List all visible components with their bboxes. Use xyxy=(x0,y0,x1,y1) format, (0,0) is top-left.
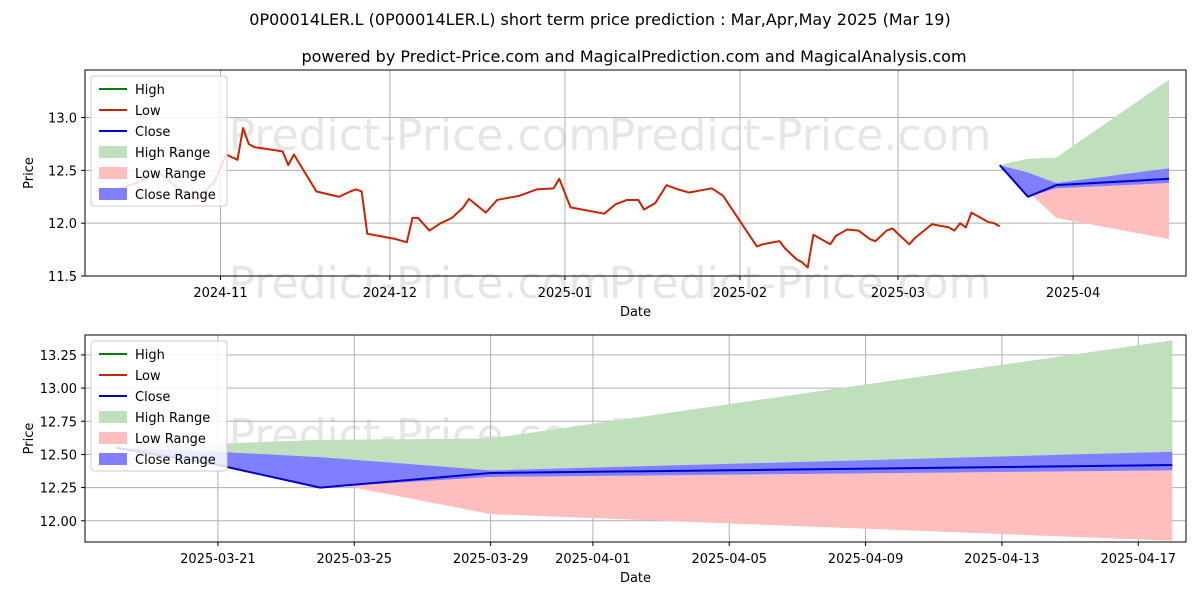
legend-swatch-patch xyxy=(99,432,127,444)
x-tick-label: 2025-01 xyxy=(538,286,592,301)
y-tick-label: 13.25 xyxy=(40,349,77,364)
low-range-band xyxy=(115,447,1173,541)
close-range-band xyxy=(115,447,1173,488)
watermark-text: Predict-Price.com xyxy=(229,110,612,161)
legend-swatch-patch xyxy=(99,453,127,465)
y-tick-label: 11.5 xyxy=(48,270,77,285)
legend-swatch-patch xyxy=(99,146,127,158)
close-range-band xyxy=(999,165,1170,197)
plot-frame xyxy=(84,334,1187,543)
legend-label: High xyxy=(135,348,165,363)
high-range-band xyxy=(115,340,1173,471)
legend-label: Low xyxy=(135,104,161,119)
x-tick-label: 2025-04-01 xyxy=(555,552,631,567)
y-axis-label: Price xyxy=(22,157,37,189)
x-axis-label: Date xyxy=(620,305,651,320)
x-tick-label: 2025-04-17 xyxy=(1100,552,1176,567)
chart-title: 0P00014LER.L (0P00014LER.L) short term p… xyxy=(249,10,950,29)
panel-1: Predict-Price.comPredict-Price.comPredic… xyxy=(22,69,1187,320)
x-axis-label: Date xyxy=(620,571,651,586)
legend-label: Close Range xyxy=(135,453,216,468)
legend-swatch-patch xyxy=(99,188,127,200)
watermark-text: Predict-Price.com xyxy=(609,258,992,309)
x-tick-label: 2025-03-21 xyxy=(180,552,256,567)
y-axis-label: Price xyxy=(22,423,37,455)
y-tick-label: 12.50 xyxy=(40,448,77,463)
close-series-line xyxy=(998,164,1170,198)
y-tick-label: 13.0 xyxy=(48,112,77,127)
x-tick-label: 2025-04 xyxy=(1046,286,1100,301)
y-tick-label: 13.00 xyxy=(40,382,77,397)
watermark-text: Predict-Price.com xyxy=(609,110,992,161)
y-tick-label: 12.5 xyxy=(48,164,77,179)
x-tick-label: 2025-04-09 xyxy=(828,552,904,567)
x-tick-label: 2025-04-13 xyxy=(964,552,1040,567)
legend-swatch-patch xyxy=(99,167,127,179)
low-series-line xyxy=(96,127,1001,269)
legend-label: Low xyxy=(135,369,161,384)
legend-label: High xyxy=(135,83,165,98)
x-tick-label: 2025-02 xyxy=(713,286,767,301)
legend-swatch-patch xyxy=(99,411,127,423)
legend-label: High Range xyxy=(135,146,210,161)
legend-label: Close xyxy=(135,390,170,405)
panel-2: Predict-Price.comPredict-Price.com2025-0… xyxy=(22,334,1187,586)
x-tick-label: 2025-03-29 xyxy=(453,552,529,567)
legend-label: Low Range xyxy=(135,432,206,447)
legend-label: High Range xyxy=(135,411,210,426)
x-tick-label: 2025-03 xyxy=(871,286,925,301)
watermark-text: Predict-Price.com xyxy=(229,258,612,309)
chart-subtitle: powered by Predict-Price.com and Magical… xyxy=(301,47,966,66)
low-range-band xyxy=(999,165,1170,240)
x-tick-label: 2024-12 xyxy=(363,286,417,301)
y-tick-label: 12.25 xyxy=(40,482,77,497)
x-tick-label: 2025-03-25 xyxy=(317,552,393,567)
x-tick-label: 2024-11 xyxy=(193,286,247,301)
y-tick-label: 12.75 xyxy=(40,415,77,430)
legend-label: Low Range xyxy=(135,167,206,182)
plot-frame xyxy=(84,69,1187,277)
legend-label: Close Range xyxy=(135,188,216,203)
y-tick-label: 12.0 xyxy=(48,217,77,232)
y-tick-label: 12.00 xyxy=(40,515,77,530)
x-tick-label: 2025-04-05 xyxy=(691,552,767,567)
legend-label: Close xyxy=(135,125,170,140)
high-range-band xyxy=(999,79,1170,184)
